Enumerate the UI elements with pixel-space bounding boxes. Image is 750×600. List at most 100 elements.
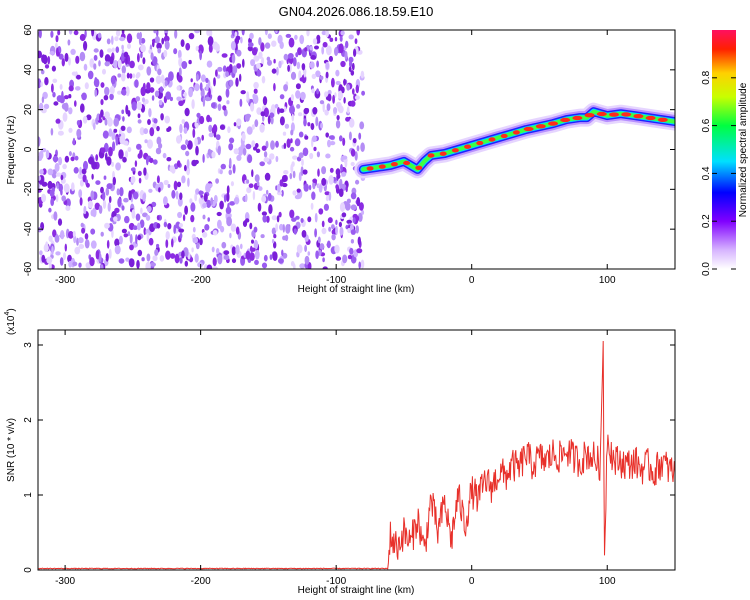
noise-speckle — [204, 96, 211, 102]
noise-speckle — [194, 137, 198, 147]
noise-speckle — [296, 244, 303, 254]
noise-speckle — [183, 127, 188, 134]
noise-speckle — [252, 190, 256, 201]
noise-speckle — [332, 94, 335, 104]
noise-speckle — [284, 106, 287, 112]
noise-speckle — [185, 150, 190, 157]
noise-speckle — [279, 116, 285, 126]
noise-speckle — [109, 93, 114, 101]
noise-speckle — [348, 34, 354, 40]
snr-x-label: Height of straight line (km) — [298, 585, 415, 596]
noise-speckle — [81, 227, 86, 234]
noise-speckle — [311, 135, 317, 143]
noise-speckle — [98, 60, 101, 67]
noise-speckle — [175, 190, 179, 200]
noise-speckle — [236, 49, 242, 57]
noise-speckle — [217, 66, 223, 72]
noise-speckle — [134, 160, 138, 168]
noise-speckle — [339, 202, 346, 213]
noise-speckle — [64, 52, 69, 62]
noise-speckle — [228, 169, 233, 176]
noise-speckle — [356, 248, 363, 254]
noise-speckle — [241, 132, 246, 142]
noise-speckle — [177, 75, 183, 83]
noise-speckle — [65, 205, 71, 211]
noise-speckle — [128, 190, 132, 201]
noise-speckle — [201, 134, 204, 141]
noise-speckle — [146, 82, 151, 91]
noise-speckle — [264, 30, 268, 36]
noise-speckle — [338, 188, 344, 197]
noise-speckle — [76, 120, 80, 126]
noise-speckle — [346, 106, 350, 114]
noise-speckle — [281, 249, 284, 257]
y-tick-label: 20 — [23, 104, 34, 116]
noise-speckle — [148, 188, 153, 193]
noise-speckle — [358, 132, 362, 140]
noise-speckle — [177, 197, 183, 207]
noise-speckle — [156, 215, 160, 221]
noise-speckle — [115, 46, 120, 53]
noise-speckle — [109, 217, 115, 222]
noise-speckle — [231, 54, 236, 64]
noise-speckle — [153, 30, 157, 34]
noise-speckle — [200, 74, 206, 83]
noise-speckle — [254, 174, 260, 183]
y-tick-label: -40 — [23, 222, 34, 237]
noise-speckle — [178, 228, 185, 233]
noise-speckle — [104, 61, 110, 67]
noise-speckle — [314, 45, 319, 50]
noise-speckle — [283, 53, 289, 61]
noise-speckle — [153, 118, 158, 124]
noise-speckle — [74, 100, 77, 107]
noise-speckle — [140, 52, 143, 59]
noise-speckle — [271, 68, 277, 74]
noise-speckle — [142, 57, 146, 65]
noise-speckle — [171, 238, 174, 248]
noise-speckle — [306, 108, 310, 114]
noise-speckle — [283, 170, 289, 175]
noise-speckle — [139, 219, 145, 228]
noise-speckle — [93, 54, 98, 61]
noise-speckle — [229, 232, 232, 239]
noise-speckle — [231, 246, 236, 256]
noise-speckle — [279, 179, 284, 187]
noise-speckle — [113, 216, 118, 222]
noise-speckle — [274, 103, 279, 109]
noise-speckle — [146, 253, 151, 262]
noise-speckle — [312, 107, 318, 115]
noise-speckle — [163, 179, 169, 186]
noise-speckle — [328, 175, 334, 185]
noise-speckle — [335, 80, 341, 86]
noise-speckle — [112, 176, 117, 186]
noise-speckle — [145, 214, 151, 221]
noise-speckle — [316, 88, 319, 95]
noise-speckle — [323, 203, 329, 211]
noise-speckle — [73, 167, 79, 174]
noise-speckle — [194, 253, 199, 263]
noise-speckle — [137, 53, 140, 63]
noise-speckle — [216, 248, 220, 255]
noise-speckle — [215, 134, 221, 141]
noise-speckle — [152, 56, 158, 66]
noise-speckle — [108, 196, 112, 203]
noise-speckle — [76, 128, 82, 138]
signal-peak — [366, 166, 374, 171]
noise-speckle — [273, 241, 277, 249]
signal-peak — [584, 113, 595, 118]
noise-speckle — [165, 239, 169, 249]
noise-speckle — [104, 111, 110, 119]
noise-speckle — [324, 109, 329, 116]
noise-speckle — [360, 259, 365, 269]
noise-speckle — [289, 172, 293, 180]
noise-speckle — [325, 71, 329, 79]
noise-speckle — [278, 60, 282, 69]
noise-speckle — [195, 188, 200, 195]
noise-speckle — [181, 175, 186, 184]
noise-speckle — [324, 91, 328, 98]
noise-speckle — [300, 91, 306, 101]
noise-speckle — [44, 64, 50, 69]
noise-speckle — [346, 198, 351, 204]
noise-speckle — [271, 215, 278, 221]
noise-speckle — [149, 77, 155, 83]
